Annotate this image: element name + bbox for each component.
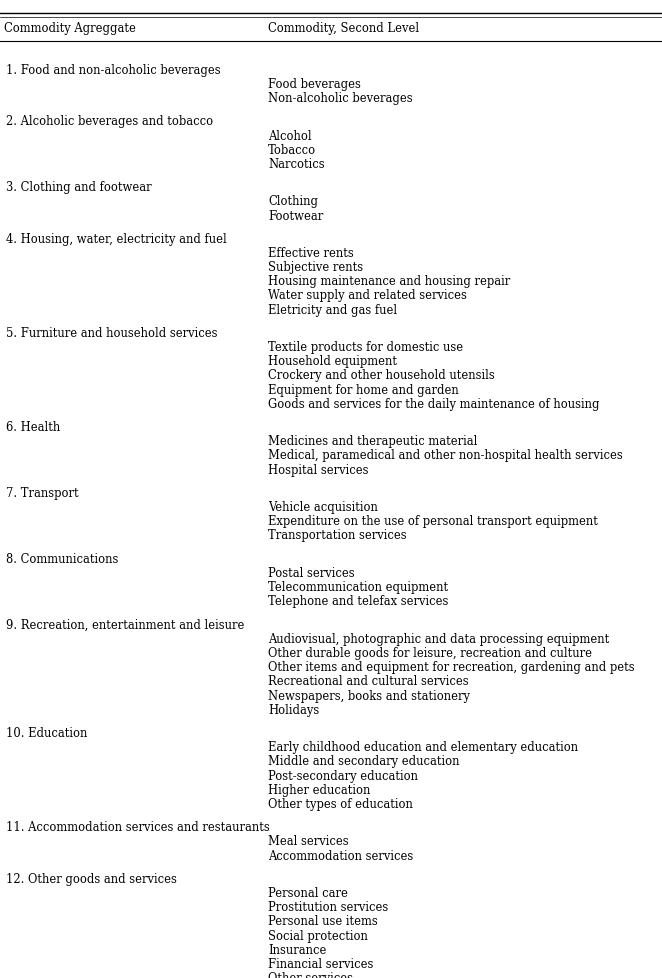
Text: 7. Transport: 7. Transport	[6, 486, 79, 500]
Text: Alcohol: Alcohol	[268, 129, 312, 143]
Text: Accommodation services: Accommodation services	[268, 849, 413, 862]
Text: 9. Recreation, entertainment and leisure: 9. Recreation, entertainment and leisure	[6, 618, 244, 631]
Text: Financial services: Financial services	[268, 956, 373, 970]
Text: 4. Housing, water, electricity and fuel: 4. Housing, water, electricity and fuel	[6, 233, 227, 245]
Text: Other services: Other services	[268, 971, 353, 978]
Text: Transportation services: Transportation services	[268, 529, 406, 542]
Text: Holidays: Holidays	[268, 703, 319, 716]
Text: 8. Communications: 8. Communications	[6, 553, 118, 565]
Text: Higher education: Higher education	[268, 783, 370, 796]
Text: Personal use items: Personal use items	[268, 914, 378, 927]
Text: 11. Accommodation services and restaurants: 11. Accommodation services and restauran…	[6, 821, 269, 833]
Text: 10. Education: 10. Education	[6, 726, 87, 739]
Text: Medicines and therapeutic material: Medicines and therapeutic material	[268, 435, 477, 448]
Text: Newspapers, books and stationery: Newspapers, books and stationery	[268, 689, 470, 702]
Text: Prostitution services: Prostitution services	[268, 900, 388, 913]
Text: Goods and services for the daily maintenance of housing: Goods and services for the daily mainten…	[268, 397, 600, 411]
Text: 3. Clothing and footwear: 3. Clothing and footwear	[6, 181, 152, 194]
Text: Social protection: Social protection	[268, 928, 368, 942]
Text: Housing maintenance and housing repair: Housing maintenance and housing repair	[268, 275, 510, 288]
Text: Effective rents: Effective rents	[268, 246, 354, 259]
Text: Insurance: Insurance	[268, 943, 326, 956]
Text: Equipment for home and garden: Equipment for home and garden	[268, 383, 459, 396]
Text: Telecommunication equipment: Telecommunication equipment	[268, 581, 448, 594]
Text: Footwear: Footwear	[268, 209, 323, 222]
Text: Audiovisual, photographic and data processing equipment: Audiovisual, photographic and data proce…	[268, 632, 609, 645]
Text: Early childhood education and elementary education: Early childhood education and elementary…	[268, 740, 578, 753]
Text: Post-secondary education: Post-secondary education	[268, 769, 418, 781]
Text: Water supply and related services: Water supply and related services	[268, 289, 467, 302]
Text: 12. Other goods and services: 12. Other goods and services	[6, 871, 177, 885]
Text: Food beverages: Food beverages	[268, 78, 361, 91]
Text: Crockery and other household utensils: Crockery and other household utensils	[268, 369, 495, 382]
Text: Telephone and telefax services: Telephone and telefax services	[268, 595, 448, 607]
Text: Vehicle acquisition: Vehicle acquisition	[268, 501, 378, 513]
Text: 2. Alcoholic beverages and tobacco: 2. Alcoholic beverages and tobacco	[6, 115, 213, 128]
Text: Household equipment: Household equipment	[268, 355, 397, 368]
Text: Other items and equipment for recreation, gardening and pets: Other items and equipment for recreation…	[268, 660, 635, 674]
Text: Meal services: Meal services	[268, 834, 349, 847]
Text: 5. Furniture and household services: 5. Furniture and household services	[6, 327, 218, 339]
Text: 6. Health: 6. Health	[6, 421, 60, 433]
Text: Commodity Agreggate: Commodity Agreggate	[4, 22, 136, 34]
Text: Postal services: Postal services	[268, 566, 355, 579]
Text: Tobacco: Tobacco	[268, 144, 316, 156]
Text: Clothing: Clothing	[268, 195, 318, 208]
Text: Eletricity and gas fuel: Eletricity and gas fuel	[268, 303, 397, 316]
Text: Other types of education: Other types of education	[268, 797, 413, 810]
Text: Commodity, Second Level: Commodity, Second Level	[268, 22, 419, 34]
Text: Textile products for domestic use: Textile products for domestic use	[268, 340, 463, 354]
Text: 1. Food and non-alcoholic beverages: 1. Food and non-alcoholic beverages	[6, 64, 220, 76]
Text: Expenditure on the use of personal transport equipment: Expenditure on the use of personal trans…	[268, 514, 598, 528]
Text: Other durable goods for leisure, recreation and culture: Other durable goods for leisure, recreat…	[268, 646, 592, 659]
Text: Personal care: Personal care	[268, 886, 348, 899]
Text: Narcotics: Narcotics	[268, 157, 324, 171]
Text: Medical, paramedical and other non-hospital health services: Medical, paramedical and other non-hospi…	[268, 449, 623, 462]
Text: Non-alcoholic beverages: Non-alcoholic beverages	[268, 92, 412, 105]
Text: Subjective rents: Subjective rents	[268, 261, 363, 274]
Text: Middle and secondary education: Middle and secondary education	[268, 755, 459, 768]
Text: Hospital services: Hospital services	[268, 464, 369, 476]
Text: Recreational and cultural services: Recreational and cultural services	[268, 675, 469, 688]
